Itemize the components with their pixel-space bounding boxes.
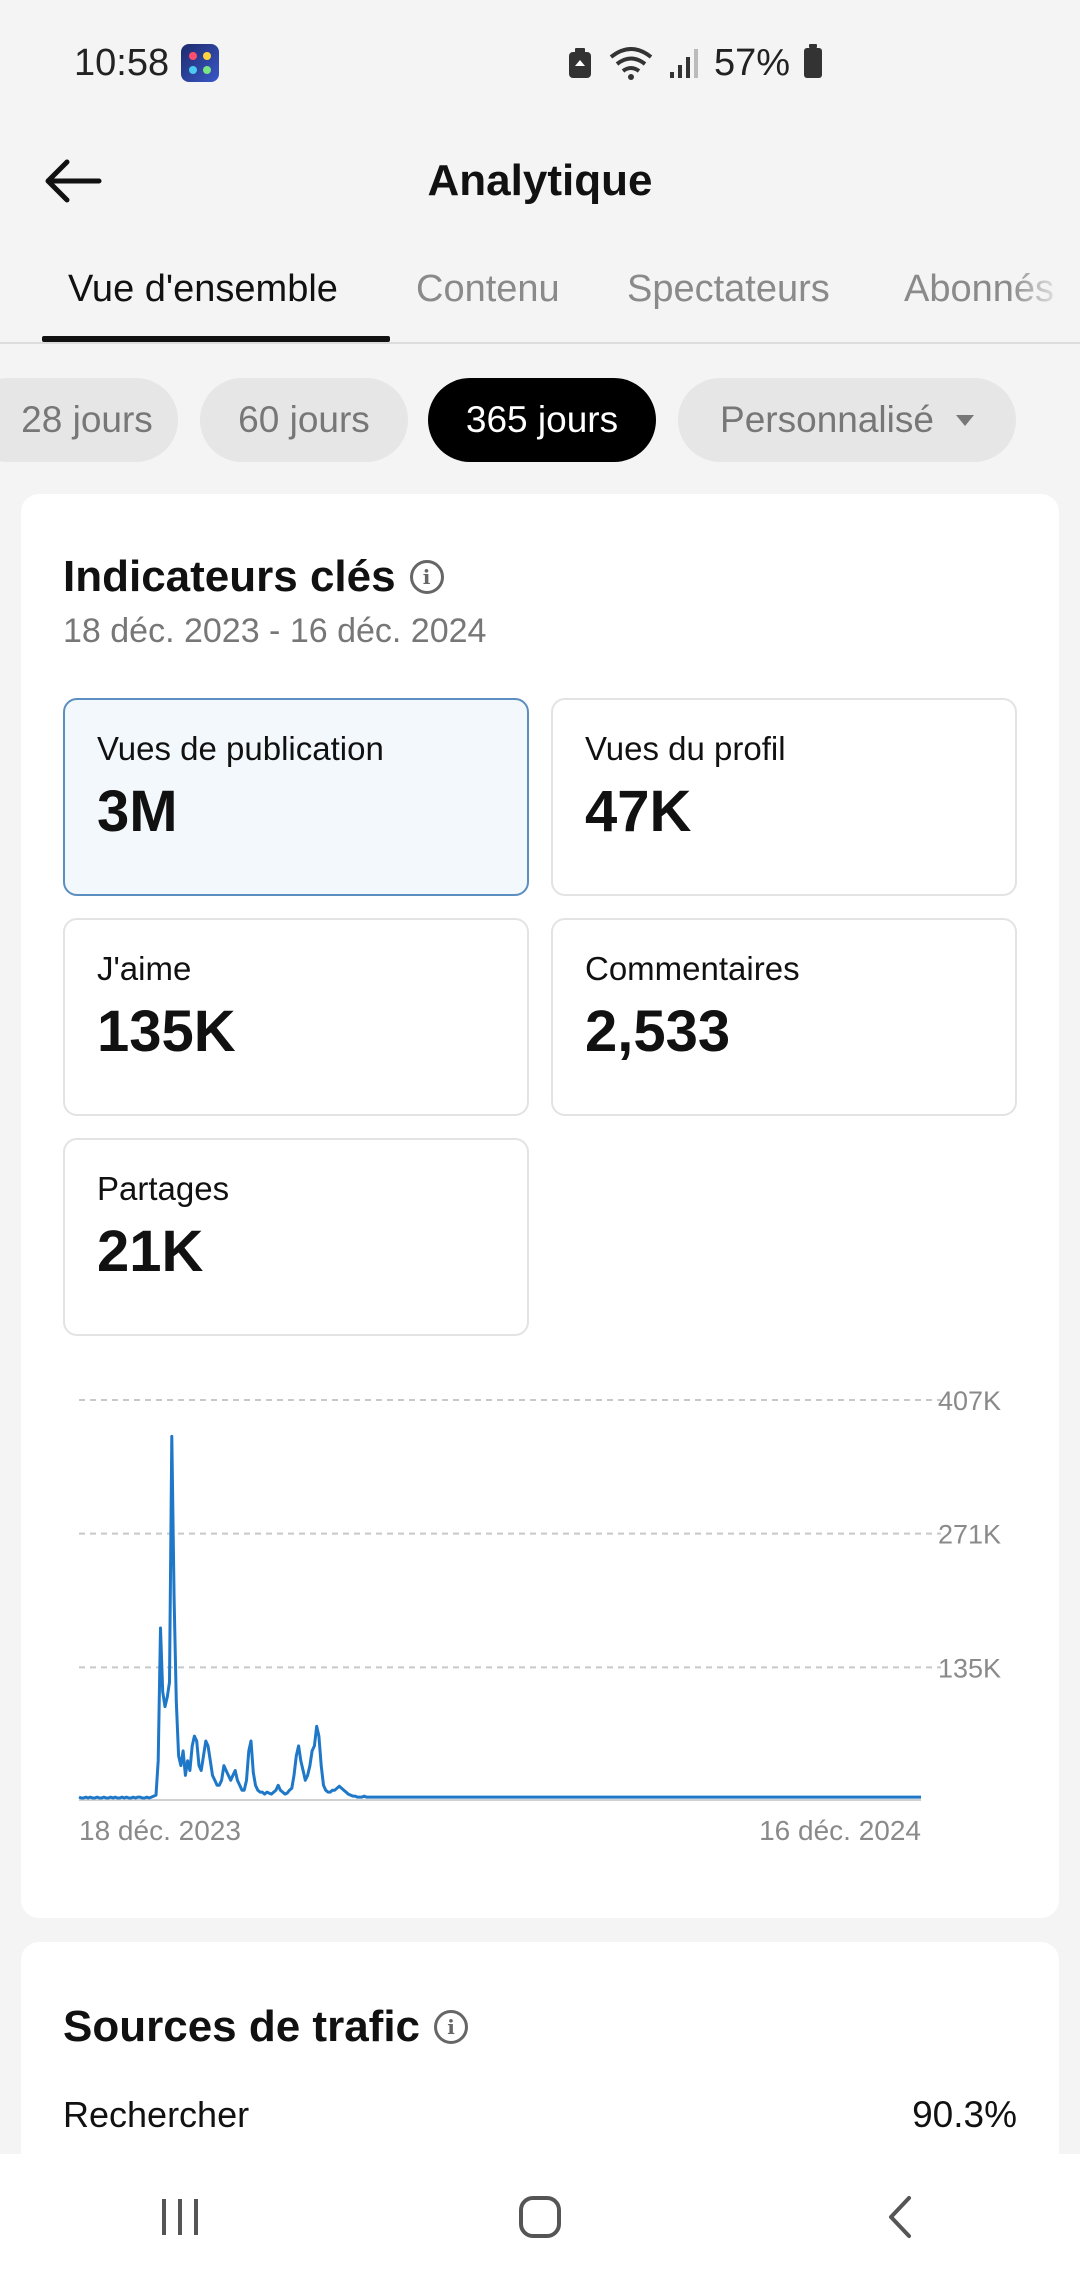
y-tick-label: 135K <box>938 1653 1001 1683</box>
key-metrics-card: Indicateurs clés i 18 déc. 2023 - 16 déc… <box>21 494 1059 1918</box>
status-time: 10:58 <box>74 41 170 84</box>
chip-28-days[interactable]: 28 jours <box>0 378 178 462</box>
metric-label: Vues de publication <box>97 730 384 767</box>
views-chart-svg: 407K 271K 135K 18 déc. 2023 16 déc. 2024 <box>78 1386 1001 1846</box>
status-bar: 10:58 57% <box>0 0 1080 126</box>
series-line-post-views <box>78 1434 921 1800</box>
back-button[interactable] <box>40 148 106 214</box>
chevron-left-icon <box>889 2196 911 2238</box>
y-tick-label: 407K <box>938 1386 1001 1416</box>
signal-icon <box>669 49 698 78</box>
home-icon <box>519 2196 561 2238</box>
battery-icon <box>804 44 822 78</box>
system-nav-bar <box>0 2154 1080 2280</box>
status-right: 57% <box>566 42 822 85</box>
metric-label: Vues du profil <box>585 730 786 767</box>
status-left: 10:58 <box>74 41 220 85</box>
x-tick-label: 18 déc. 2023 <box>79 1815 241 1846</box>
traffic-source-label: Rechercher <box>63 2094 250 2135</box>
battery-level: 57% <box>713 41 790 84</box>
chip-custom[interactable]: Personnalisé <box>678 378 1016 462</box>
metric-label: Partages <box>97 1170 230 1207</box>
metric-post-views[interactable]: Vues de publication 3M <box>63 698 529 896</box>
chip-365-days[interactable]: 365 jours <box>428 378 656 462</box>
metric-likes[interactable]: J'aime 135K <box>63 918 529 1116</box>
wifi-icon <box>609 47 653 80</box>
tab-content[interactable]: Contenu <box>416 268 560 310</box>
chip-label: 365 jours <box>465 399 619 440</box>
chip-label: 28 jours <box>21 399 153 440</box>
metric-value: 2,533 <box>585 999 731 1064</box>
traffic-sources-title-text: Sources de trafic <box>63 2002 421 2051</box>
metric-label: J'aime <box>97 950 192 987</box>
tabs-fade <box>1010 240 1080 340</box>
y-tick-label: 271K <box>938 1520 1001 1550</box>
caret-down-icon <box>955 414 974 426</box>
traffic-source-value: 90.3% <box>912 2094 1017 2135</box>
recents-icon <box>162 2199 198 2235</box>
recycle-battery-icon <box>568 48 591 78</box>
chip-label: 60 jours <box>238 399 370 440</box>
home-button[interactable] <box>480 2172 600 2262</box>
chip-60-days[interactable]: 60 jours <box>200 378 408 462</box>
tab-overview[interactable]: Vue d'ensemble <box>68 268 338 310</box>
x-tick-label: 16 déc. 2024 <box>759 1815 921 1846</box>
app-notification-icon <box>181 44 220 82</box>
metric-comments[interactable]: Commentaires 2,533 <box>551 918 1017 1116</box>
page-title: Analytique <box>427 156 653 205</box>
traffic-sources-title: Sources de trafic i <box>63 2002 469 2052</box>
header: Analytique <box>0 126 1080 236</box>
metric-shares[interactable]: Partages 21K <box>63 1138 529 1336</box>
date-range: 18 déc. 2023 - 16 déc. 2024 <box>63 612 487 650</box>
metric-value: 3M <box>97 779 178 844</box>
arrow-left-icon <box>45 159 102 203</box>
recents-button[interactable] <box>120 2172 240 2262</box>
metric-value: 47K <box>585 779 692 844</box>
info-icon[interactable]: i <box>434 2010 469 2044</box>
chip-label: Personnalisé <box>720 399 934 440</box>
metric-label: Commentaires <box>585 950 800 987</box>
views-chart[interactable]: 407K 271K 135K 18 déc. 2023 16 déc. 2024 <box>21 1364 1059 1884</box>
key-metrics-title: Indicateurs clés i <box>63 552 444 602</box>
nav-back-button[interactable] <box>840 2172 960 2262</box>
metric-value: 135K <box>97 999 236 1064</box>
tab-bar: Vue d'ensemble Contenu Spectateurs Abonn… <box>0 240 1080 344</box>
period-selector: 28 jours 60 jours 365 jours Personnalisé <box>0 378 1080 464</box>
metric-value: 21K <box>97 1219 204 1284</box>
key-metrics-title-text: Indicateurs clés <box>63 552 396 601</box>
traffic-row-search[interactable]: Rechercher 90.3% <box>63 2094 1017 2136</box>
info-icon[interactable]: i <box>409 560 444 594</box>
metric-profile-views[interactable]: Vues du profil 47K <box>551 698 1017 896</box>
active-tab-indicator <box>42 336 390 342</box>
tab-viewers[interactable]: Spectateurs <box>627 268 830 310</box>
